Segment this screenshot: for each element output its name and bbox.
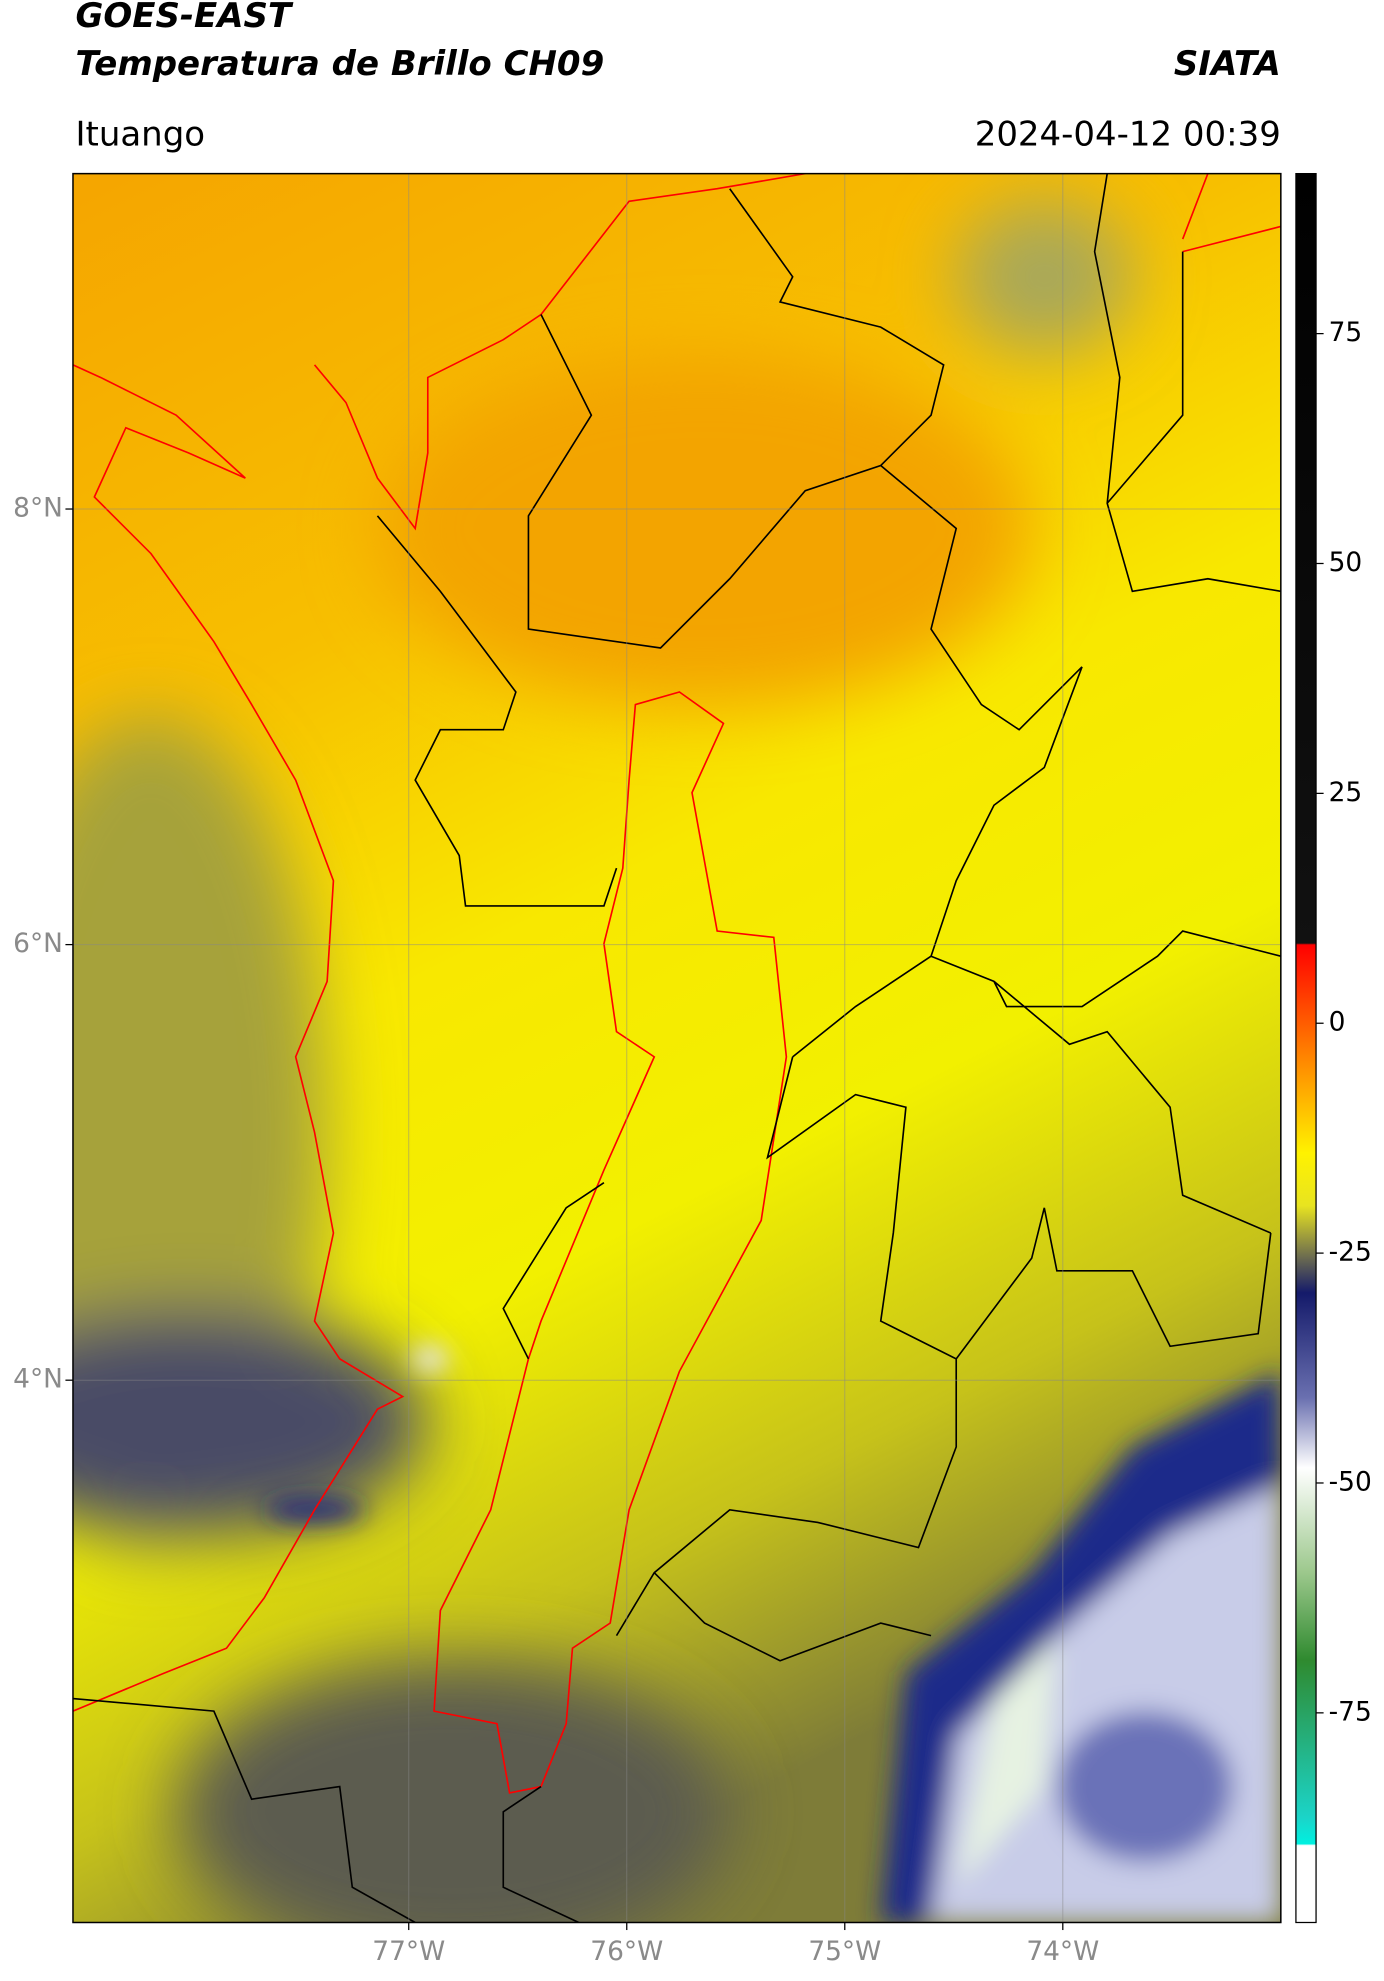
region: Ituango bbox=[75, 114, 205, 154]
colorbar-label: -25 bbox=[1329, 1237, 1372, 1268]
institution: SIATA bbox=[1174, 44, 1281, 84]
product-title: Temperatura de Brillo CH09 bbox=[75, 44, 604, 84]
grid bbox=[72, 173, 1281, 1923]
lon-label: 76°W bbox=[590, 1936, 663, 1967]
boundaries bbox=[72, 173, 1281, 1923]
lat-label: 8°N bbox=[13, 493, 63, 524]
timestamp: 2024-04-12 00:39 bbox=[975, 114, 1281, 154]
colorbar bbox=[1295, 172, 1317, 1924]
colorbar-label: 0 bbox=[1329, 1007, 1346, 1038]
colorbar-label: -50 bbox=[1329, 1466, 1372, 1497]
map-frame bbox=[72, 172, 1282, 1924]
lon-label: 77°W bbox=[372, 1936, 445, 1967]
lat-label: 4°N bbox=[13, 1364, 63, 1395]
lon-label: 74°W bbox=[1026, 1936, 1099, 1967]
lat-label: 6°N bbox=[13, 928, 63, 959]
satellite-title: GOES-EAST bbox=[75, 0, 293, 36]
colorbar-label: 25 bbox=[1329, 777, 1363, 808]
colorbar-label: 75 bbox=[1329, 317, 1363, 348]
colorbar-label: 50 bbox=[1329, 547, 1363, 578]
lon-label: 75°W bbox=[808, 1936, 881, 1967]
colorbar-label: -75 bbox=[1329, 1696, 1372, 1727]
satellite-image bbox=[72, 173, 1281, 1923]
